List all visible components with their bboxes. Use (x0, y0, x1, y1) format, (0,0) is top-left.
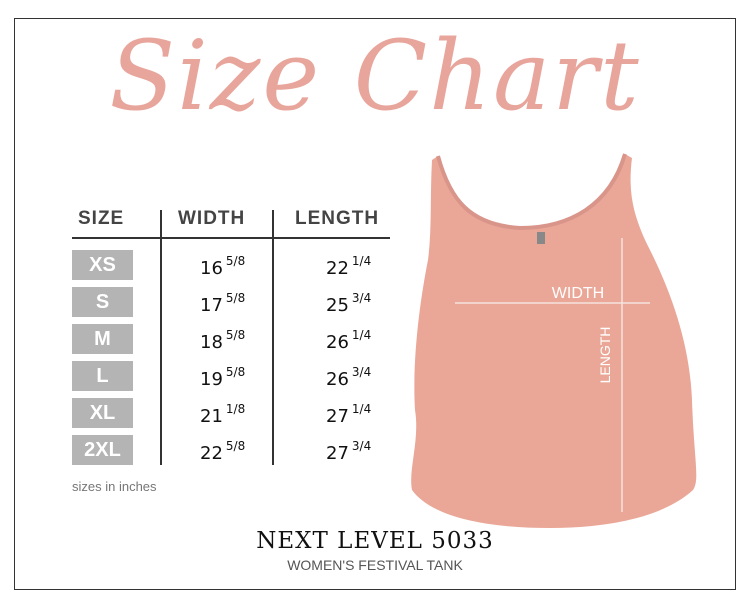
width-fraction: 5/8 (225, 291, 246, 305)
length-whole: 27 (326, 443, 349, 464)
size-label: XL (72, 398, 133, 428)
length-whole: 22 (326, 258, 349, 279)
size-label: M (72, 324, 133, 354)
length-value: 27 3/4 (326, 439, 371, 464)
length-value: 22 1/4 (326, 254, 371, 279)
neck-label (537, 232, 545, 244)
tank-body (411, 154, 697, 528)
length-fraction: 1/4 (351, 254, 372, 268)
length-fraction: 3/4 (351, 291, 372, 305)
width-whole: 21 (200, 406, 223, 427)
size-label: XS (72, 250, 133, 280)
width-fraction: 5/8 (225, 328, 246, 342)
width-fraction: 5/8 (225, 439, 246, 453)
width-fraction: 1/8 (225, 402, 246, 416)
length-fraction: 3/4 (351, 439, 372, 453)
length-value: 26 3/4 (326, 365, 371, 390)
size-label: S (72, 287, 133, 317)
width-label: WIDTH (552, 285, 604, 302)
product-name: WOMEN'S FESTIVAL TANK (287, 557, 463, 573)
length-label: LENGTH (597, 327, 613, 384)
width-value: 17 5/8 (200, 291, 245, 316)
width-value: 18 5/8 (200, 328, 245, 353)
width-value: 22 5/8 (200, 439, 245, 464)
length-fraction: 1/4 (351, 328, 372, 342)
length-value: 27 1/4 (326, 402, 371, 427)
length-value: 26 1/4 (326, 328, 371, 353)
width-whole: 17 (200, 295, 223, 316)
column-divider (272, 210, 274, 465)
length-whole: 27 (326, 406, 349, 427)
size-label: 2XL (72, 435, 133, 465)
width-value: 16 5/8 (200, 254, 245, 279)
frame-border (14, 18, 736, 590)
header-width: WIDTH (178, 208, 246, 229)
width-value: 19 5/8 (200, 365, 245, 390)
width-whole: 19 (200, 369, 223, 390)
width-value: 21 1/8 (200, 402, 245, 427)
units-note: sizes in inches (72, 479, 157, 494)
width-whole: 16 (200, 258, 223, 279)
length-whole: 26 (326, 332, 349, 353)
length-value: 25 3/4 (326, 291, 371, 316)
width-whole: 18 (200, 332, 223, 353)
header-divider (72, 237, 390, 239)
width-whole: 22 (200, 443, 223, 464)
length-fraction: 3/4 (351, 365, 372, 379)
length-whole: 25 (326, 295, 349, 316)
width-fraction: 5/8 (225, 254, 246, 268)
header-size: SIZE (78, 208, 125, 229)
width-fraction: 5/8 (225, 365, 246, 379)
length-fraction: 1/4 (351, 402, 372, 416)
length-whole: 26 (326, 369, 349, 390)
size-label: L (72, 361, 133, 391)
product-model: NEXT LEVEL 5033 (256, 528, 494, 554)
header-length: LENGTH (295, 208, 380, 229)
column-divider (160, 210, 162, 465)
page-title: Size Chart (109, 20, 641, 132)
